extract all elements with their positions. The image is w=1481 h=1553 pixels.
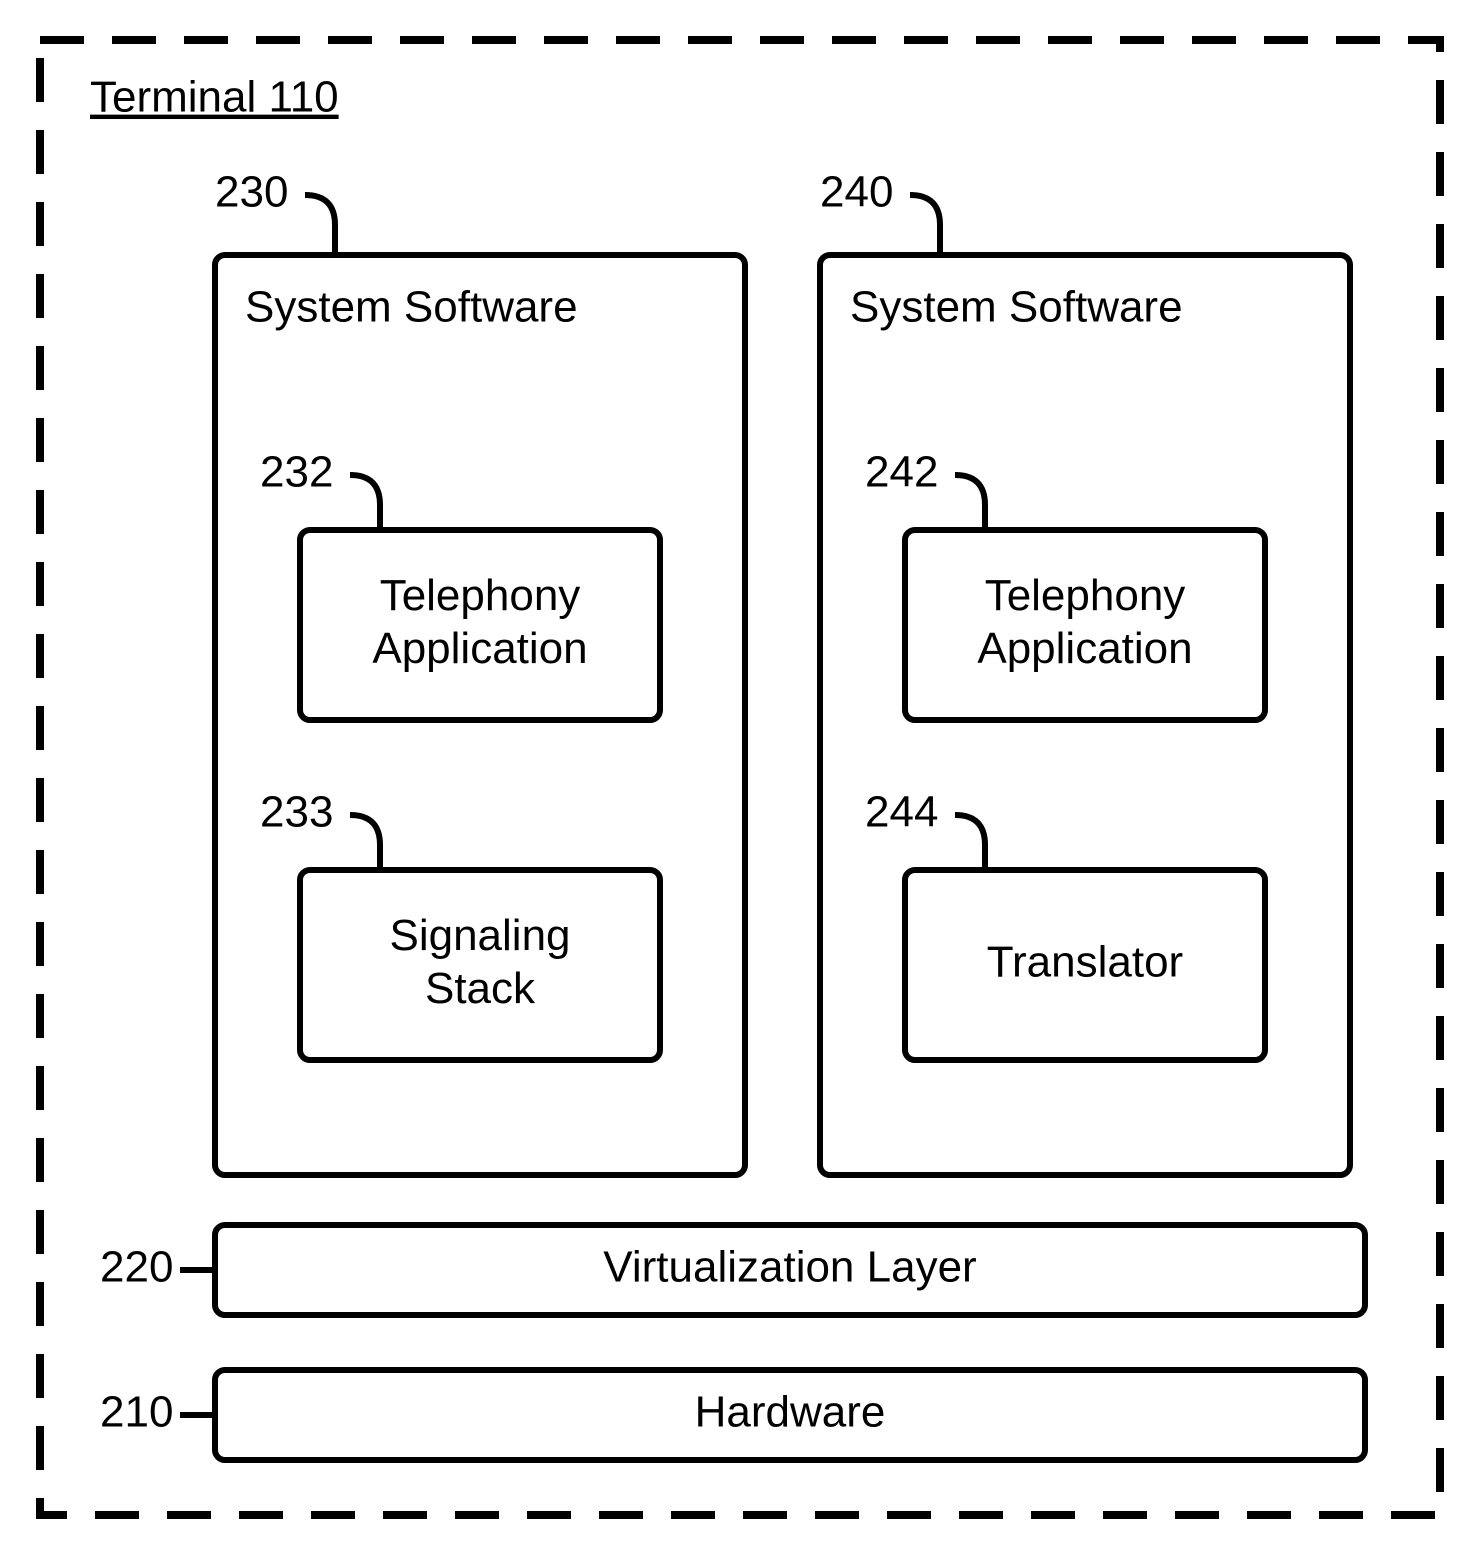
sys1-title: System Software	[245, 283, 578, 332]
sys2-child-1-ref: 244	[865, 788, 938, 837]
sys2-child-0-label-line-1: Application	[977, 624, 1192, 673]
hardware-label-line-0: Hardware	[695, 1388, 886, 1437]
virtualization-ref: 220	[100, 1243, 173, 1292]
sys2-child-0-label-line-0: Telephony	[985, 571, 1186, 620]
terminal-title: Terminal 110	[90, 73, 339, 122]
sys1-child-1-label-line-0: Signaling	[389, 911, 570, 960]
sys1-child-0-ref: 232	[260, 448, 333, 497]
sys2-child-1-label-line-0: Translator	[987, 938, 1183, 987]
sys2-title: System Software	[850, 283, 1183, 332]
sys1-child-1-ref: 233	[260, 788, 333, 837]
sys1-child-0-label-line-1: Application	[372, 624, 587, 673]
virtualization-label-line-0: Virtualization Layer	[603, 1243, 976, 1292]
sys1-child-1-label-line-1: Stack	[425, 964, 536, 1013]
sys1-ref: 230	[215, 168, 288, 217]
sys2-child-0-ref: 242	[865, 448, 938, 497]
sys2-ref: 240	[820, 168, 893, 217]
sys1-child-0-label-line-0: Telephony	[380, 571, 581, 620]
hardware-ref: 210	[100, 1388, 173, 1437]
